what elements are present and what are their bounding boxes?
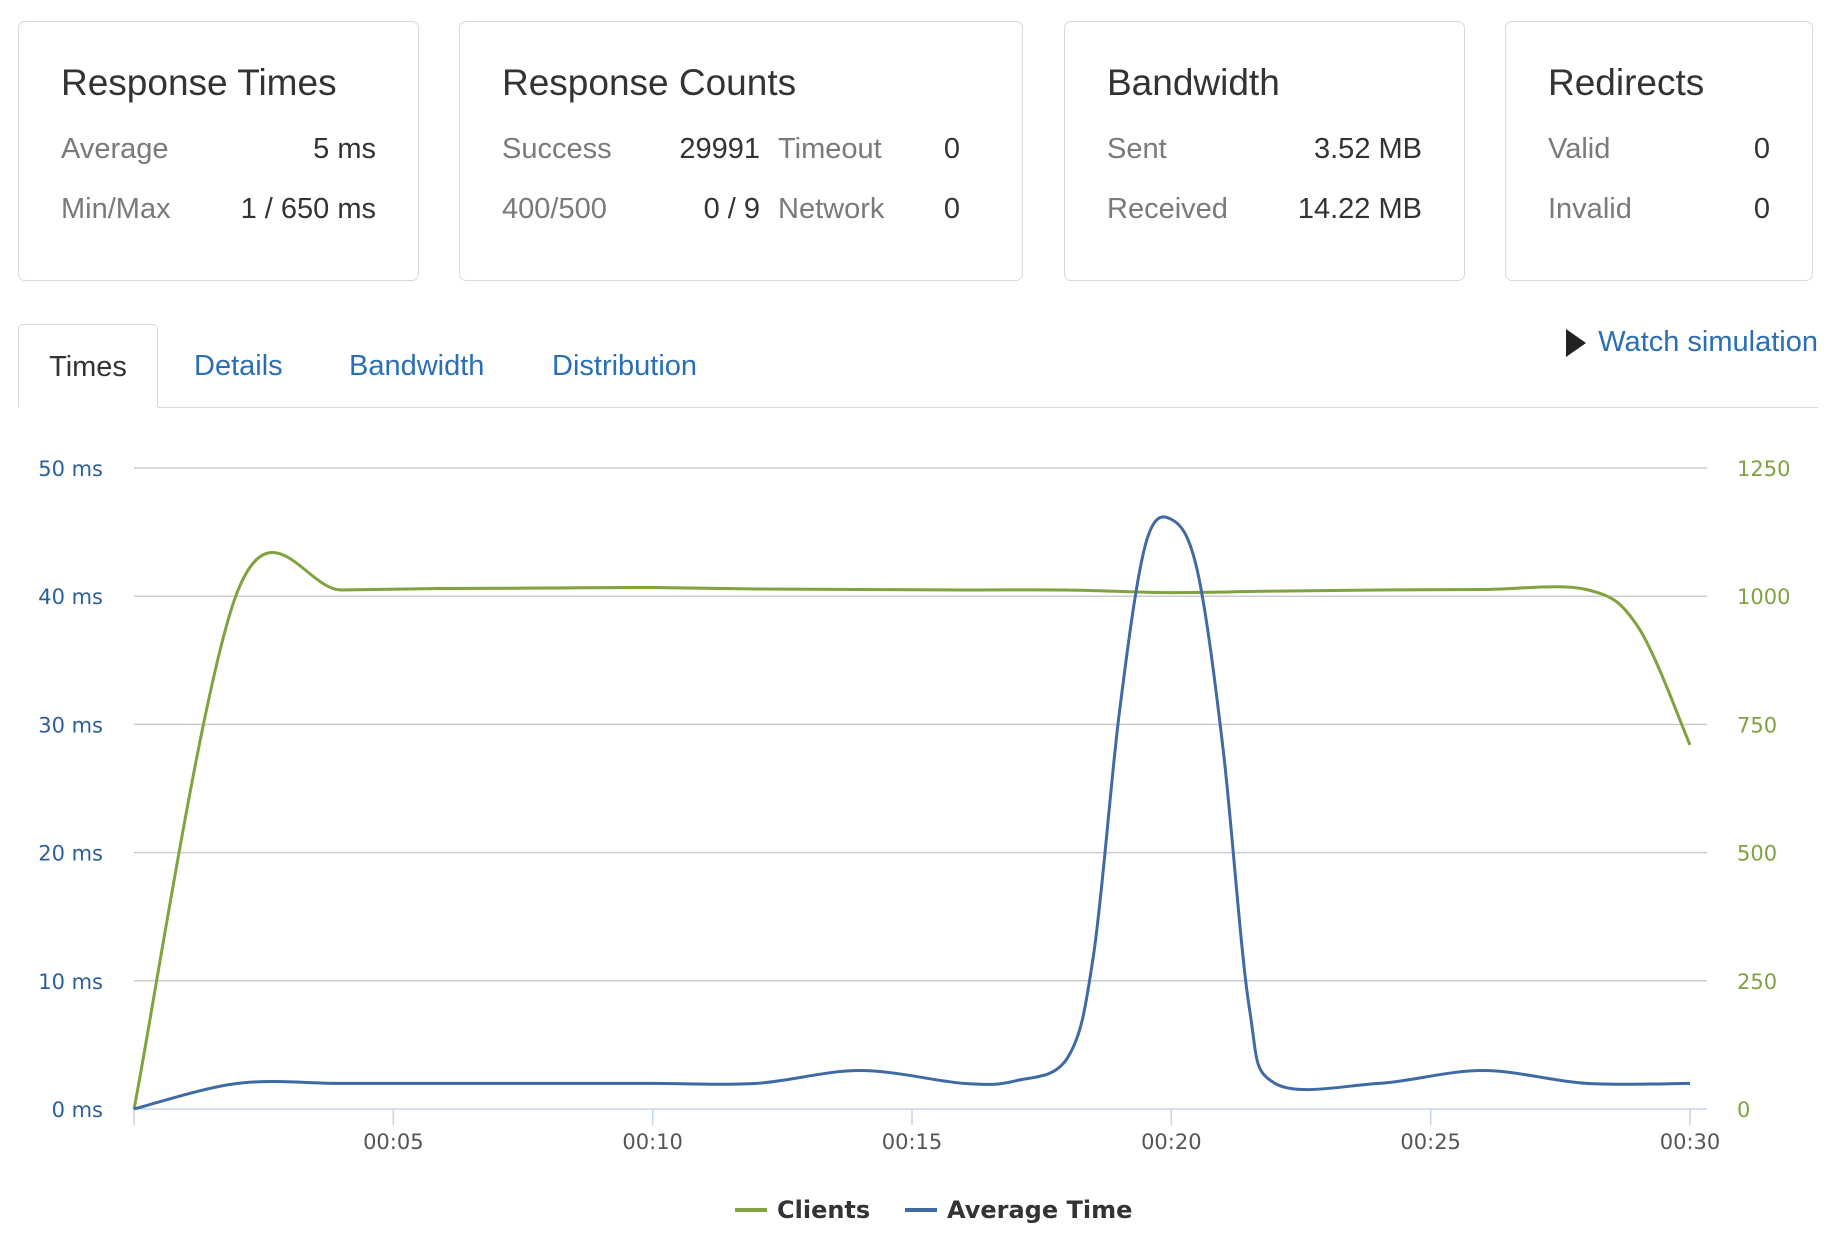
left-tick-label: 40 ms bbox=[38, 585, 103, 609]
times-chart: 0 ms 10 ms 20 ms 30 ms 40 ms 50 ms 0 250 500 750 1… bbox=[38, 457, 1790, 1224]
tab-distribution[interactable]: Distribution bbox=[552, 350, 698, 382]
sent-label: Sent bbox=[1107, 133, 1167, 165]
bandwidth-card: Bandwidth Sent 3.52 MB Received 14.22 MB bbox=[1064, 21, 1465, 281]
minmax-value: 1 / 650 ms bbox=[240, 193, 376, 225]
network-value: 0 bbox=[943, 193, 960, 225]
invalid-label: Invalid bbox=[1548, 193, 1632, 225]
watch-simulation-label: Watch simulation bbox=[1598, 326, 1818, 358]
average-time-series-line bbox=[133, 515, 1691, 1111]
x-tick-label: 00:10 bbox=[622, 1130, 683, 1154]
right-tick-label: 250 bbox=[1737, 970, 1777, 994]
card-title: Bandwidth bbox=[1107, 62, 1280, 103]
average-label: Average bbox=[61, 133, 169, 165]
response-counts-card: Response Counts Success 29991 Timeout 0 … bbox=[459, 21, 1023, 281]
x-tick-label: 00:30 bbox=[1660, 1130, 1721, 1154]
right-tick-label: 1250 bbox=[1737, 457, 1790, 481]
received-value: 14.22 MB bbox=[1297, 193, 1422, 225]
timeout-value: 0 bbox=[943, 133, 960, 165]
network-label: Network bbox=[778, 193, 885, 225]
left-tick-label: 0 ms bbox=[52, 1098, 103, 1122]
legend-clients-label: Clients bbox=[777, 1196, 870, 1224]
left-tick-label: 10 ms bbox=[38, 970, 103, 994]
card-title: Response Times bbox=[61, 62, 337, 103]
play-icon bbox=[1566, 328, 1587, 357]
minmax-label: Min/Max bbox=[61, 193, 171, 225]
tab-bandwidth[interactable]: Bandwidth bbox=[349, 350, 485, 382]
redirects-card: Redirects Valid 0 Invalid 0 bbox=[1505, 21, 1813, 281]
errors-label: 400/500 bbox=[502, 193, 607, 225]
valid-label: Valid bbox=[1548, 133, 1611, 165]
right-tick-label: 500 bbox=[1737, 842, 1777, 866]
card-title: Redirects bbox=[1548, 62, 1705, 103]
right-tick-label: 750 bbox=[1737, 713, 1777, 737]
sent-value: 3.52 MB bbox=[1314, 133, 1422, 165]
tab-details[interactable]: Details bbox=[194, 350, 283, 382]
x-tick-label: 00:20 bbox=[1141, 1130, 1202, 1154]
success-label: Success bbox=[502, 133, 612, 165]
legend-average-time-label: Average Time bbox=[947, 1196, 1132, 1224]
average-value: 5 ms bbox=[313, 133, 376, 165]
timeout-label: Timeout bbox=[778, 133, 882, 165]
left-tick-label: 20 ms bbox=[38, 842, 103, 866]
x-tick-label: 00:25 bbox=[1400, 1130, 1461, 1154]
left-tick-label: 30 ms bbox=[38, 713, 103, 737]
valid-value: 0 bbox=[1753, 133, 1770, 165]
tabs-divider bbox=[18, 407, 1818, 408]
success-value: 29991 bbox=[679, 133, 760, 165]
errors-value: 0 / 9 bbox=[703, 193, 760, 225]
x-tick-label: 00:05 bbox=[363, 1130, 424, 1154]
tab-times[interactable]: Times bbox=[18, 324, 158, 408]
x-tick-label: 00:15 bbox=[882, 1130, 943, 1154]
clients-series-line bbox=[132, 550, 1692, 1110]
right-tick-label: 0 bbox=[1737, 1098, 1750, 1122]
right-tick-label: 1000 bbox=[1737, 585, 1790, 609]
card-title: Response Counts bbox=[502, 62, 797, 103]
watch-simulation-link[interactable]: Watch simulation bbox=[1566, 326, 1818, 359]
invalid-value: 0 bbox=[1753, 193, 1770, 225]
response-times-card: Response Times Average 5 ms Min/Max 1 / … bbox=[18, 21, 419, 281]
received-label: Received bbox=[1107, 193, 1228, 225]
left-tick-label: 50 ms bbox=[38, 457, 103, 481]
